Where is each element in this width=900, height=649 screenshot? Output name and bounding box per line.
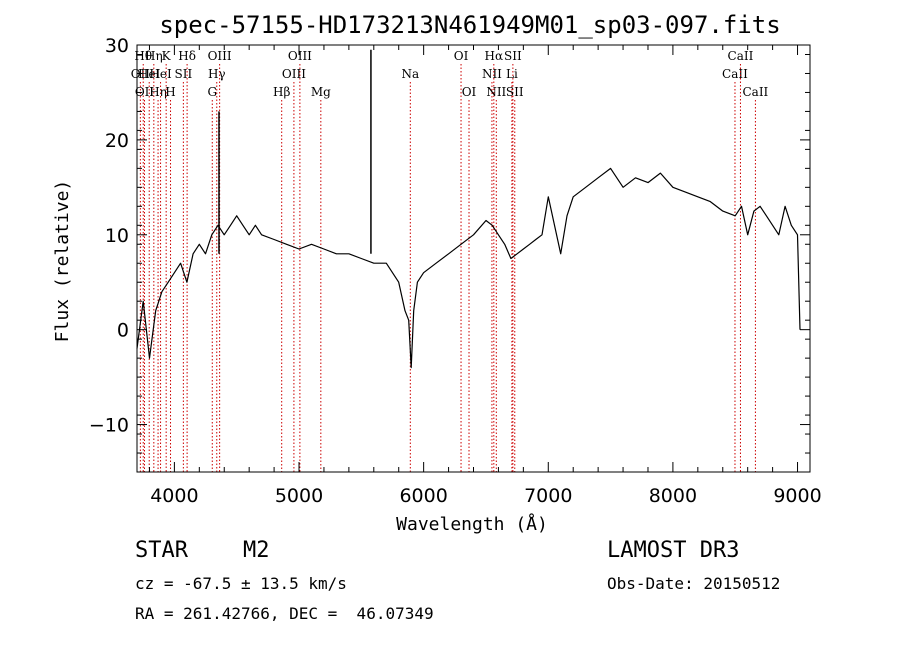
plot-frame	[136, 44, 811, 473]
line-marker-label: SII	[506, 85, 524, 99]
x-tick-label: 7000	[524, 485, 572, 507]
line-marker-label: H	[165, 85, 175, 99]
survey-name: LAMOST DR3	[607, 538, 740, 563]
line-marker-label: Li	[506, 67, 518, 81]
line-marker-label: OI	[462, 85, 477, 99]
coordinates: RA = 261.42766, DEC = 46.07349	[135, 604, 434, 623]
line-marker-label: G	[207, 85, 217, 99]
line-marker-label: Hθ	[134, 49, 152, 63]
x-axis-label: Wavelength (Å)	[396, 513, 548, 535]
line-marker-label: Hβ	[273, 85, 290, 99]
line-marker-label: OII	[135, 85, 155, 99]
line-marker-label: NII	[486, 85, 506, 99]
line-marker-label: OII	[131, 67, 151, 81]
y-tick-label: 30	[105, 35, 129, 57]
line-marker-label: NII	[482, 67, 502, 81]
chart-title: spec-57155-HD173213N461949M01_sp03-097.f…	[159, 11, 780, 39]
x-tick-label: 5000	[275, 485, 323, 507]
line-marker-label: Hγ	[208, 67, 226, 81]
observation-date: Obs-Date: 20150512	[607, 574, 781, 593]
line-marker-label: Hη	[145, 49, 163, 63]
line-marker-label: SII	[504, 49, 522, 63]
x-tick-label: 4000	[150, 485, 198, 507]
line-marker-label: CaII	[742, 85, 768, 99]
object-subclass: M2	[243, 538, 270, 563]
x-tick-label: 8000	[649, 485, 697, 507]
object-class: STAR	[135, 538, 188, 563]
spectrum-line	[136, 167, 801, 369]
line-marker-label: OIII	[282, 67, 306, 81]
line-marker-label: OIII	[208, 49, 232, 63]
line-marker-label: CaII	[722, 67, 748, 81]
emission-line-markers: OIIHθOIIHeIHηHηHeIKHSIIHδGHγOIIIHβOIIIOI…	[131, 49, 769, 472]
line-marker-label: K	[162, 49, 172, 63]
y-tick-label: −10	[89, 415, 129, 437]
line-marker-label: SII	[175, 67, 193, 81]
line-marker-label: Mg	[311, 85, 331, 99]
line-marker-label: HeI	[138, 67, 161, 81]
redshift-info: cz = -67.5 ± 13.5 km/s	[135, 574, 347, 593]
line-marker-label: Hα	[485, 49, 504, 63]
line-marker-label: OI	[454, 49, 469, 63]
x-tick-label: 9000	[773, 485, 821, 507]
line-marker-label: HeI	[149, 67, 172, 81]
y-tick-label: 10	[105, 225, 129, 247]
y-tick-label: 20	[105, 130, 129, 152]
x-tick-label: 6000	[399, 485, 447, 507]
y-axis-label: Flux (relative)	[52, 180, 73, 343]
y-tick-label: 0	[117, 320, 129, 342]
line-marker-label: OIII	[288, 49, 312, 63]
line-marker-label: Hδ	[178, 49, 196, 63]
line-marker-label: Na	[401, 67, 419, 81]
axis-ticks: 4000 5000 6000 7000 8000 9000 −10 0 10 20 30	[89, 35, 822, 507]
line-marker-label: Hη	[149, 85, 167, 99]
line-marker-label: CaII	[728, 49, 754, 63]
spectrum-data	[136, 49, 801, 369]
